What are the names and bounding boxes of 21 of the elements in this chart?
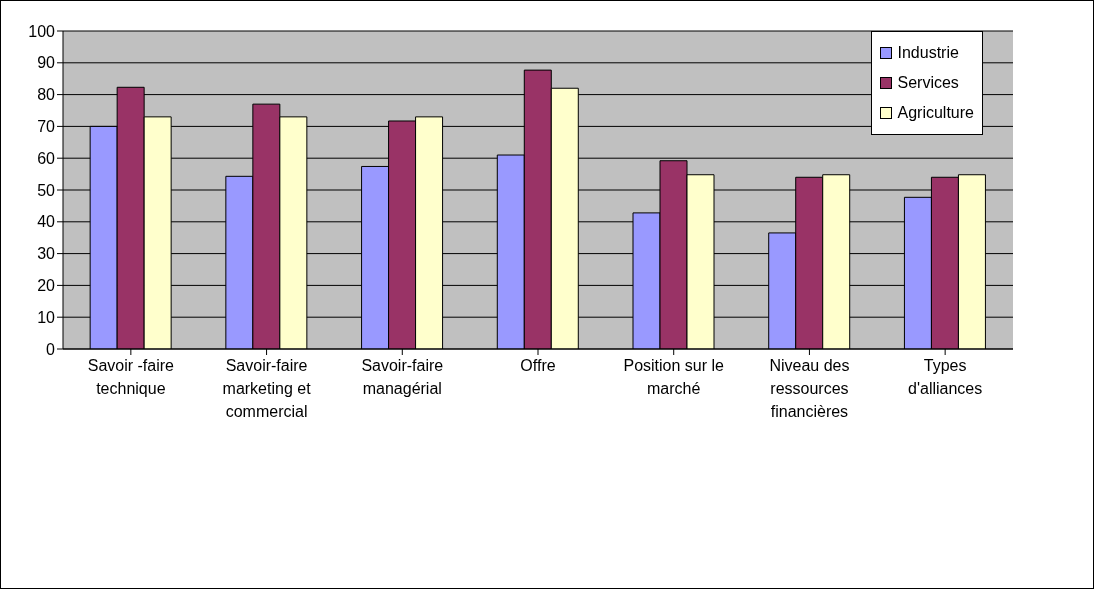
y-tick-label: 50 bbox=[37, 181, 56, 199]
y-tick-label: 10 bbox=[37, 308, 56, 326]
x-tick-label: Position sur le marché bbox=[623, 357, 725, 397]
legend-label: Agriculture bbox=[896, 103, 974, 123]
y-tick-label: 80 bbox=[37, 86, 56, 104]
y-tick-label: 40 bbox=[37, 213, 56, 231]
legend-label: Industrie bbox=[896, 43, 960, 63]
x-tick-label: Savoir-faire marketing et commercial bbox=[222, 357, 312, 420]
y-tick-label: 30 bbox=[37, 245, 56, 263]
x-tick-label: Savoir-faire managérial bbox=[361, 357, 444, 397]
x-tick-label: Niveau des ressources financières bbox=[769, 357, 850, 420]
y-tick-label: 20 bbox=[37, 277, 56, 295]
y-tick-label: 0 bbox=[46, 340, 56, 358]
y-tick-label: 90 bbox=[37, 54, 56, 72]
x-tick-label: Types d'alliances bbox=[908, 357, 983, 397]
y-tick-label: 60 bbox=[37, 149, 56, 167]
legend-label: Services bbox=[896, 73, 960, 93]
y-tick-label: 70 bbox=[37, 118, 56, 136]
y-tick-label: 100 bbox=[28, 22, 56, 40]
x-tick-label: Savoir -faire technique bbox=[87, 357, 175, 397]
x-tick-label: Offre bbox=[520, 357, 556, 374]
